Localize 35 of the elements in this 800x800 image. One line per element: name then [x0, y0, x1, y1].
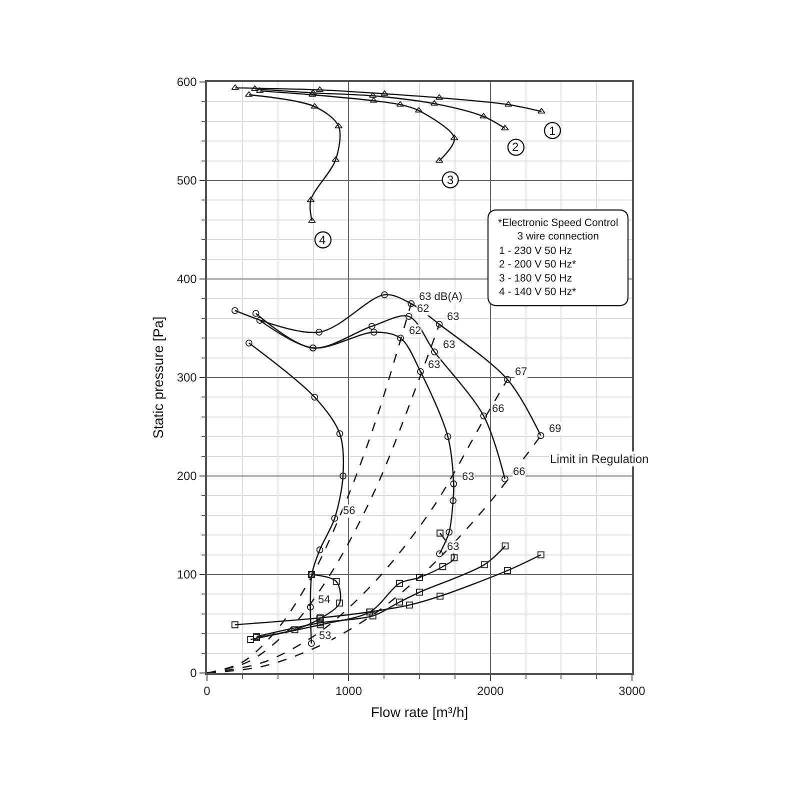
annotation: 62 [409, 325, 422, 337]
annotation: 56 [343, 505, 356, 517]
x-tick-label: 2000 [476, 684, 504, 698]
series-label: 4 [319, 233, 326, 247]
annotation: 1 - 230 V 50 Hz 2 - 200 V 50 Hz* 3 - 180 V 50 Hz 4 - 140 V 50 Hz* [499, 245, 576, 298]
series-label: 3 [447, 173, 454, 187]
annotation: 63 [428, 359, 440, 371]
y-tick-label: 200 [176, 469, 198, 484]
series-label: Limit in Regulation [550, 452, 649, 466]
annotation: 67 [515, 366, 528, 378]
series-label: 1 [549, 124, 556, 138]
annotation: 63 [462, 471, 474, 483]
annotation: 63 [443, 339, 456, 351]
x-tick-label: 1000 [335, 684, 362, 698]
annotation: 62 [417, 303, 430, 315]
annotation: 53 [319, 630, 332, 642]
y-tick-label: 600 [176, 75, 198, 90]
annotation: 66 [513, 466, 526, 478]
y-tick-label: 500 [176, 174, 198, 188]
annotation: 69 [549, 423, 562, 435]
annotation: 63 [447, 541, 460, 553]
series-label: 2 [512, 140, 519, 154]
y-tick-label: 300 [176, 370, 198, 385]
y-tick-label: 100 [176, 568, 198, 582]
annotation: 54 [318, 594, 330, 606]
annotation: *Electronic Speed Control 3 wire connection [498, 217, 618, 243]
annotation: 63 dB(A) [419, 291, 462, 303]
y-tick-label: 400 [176, 272, 198, 286]
y-tick-label: 0 [190, 666, 198, 680]
y-axis-title: Static pressure [Pa] [150, 316, 166, 439]
x-tick-label: 0 [204, 684, 211, 698]
x-tick-label: 3000 [618, 684, 646, 698]
annotation: 63 [447, 311, 460, 323]
x-axis-title: Flow rate [m³/h] [370, 704, 468, 720]
annotation: 66 [492, 403, 504, 415]
